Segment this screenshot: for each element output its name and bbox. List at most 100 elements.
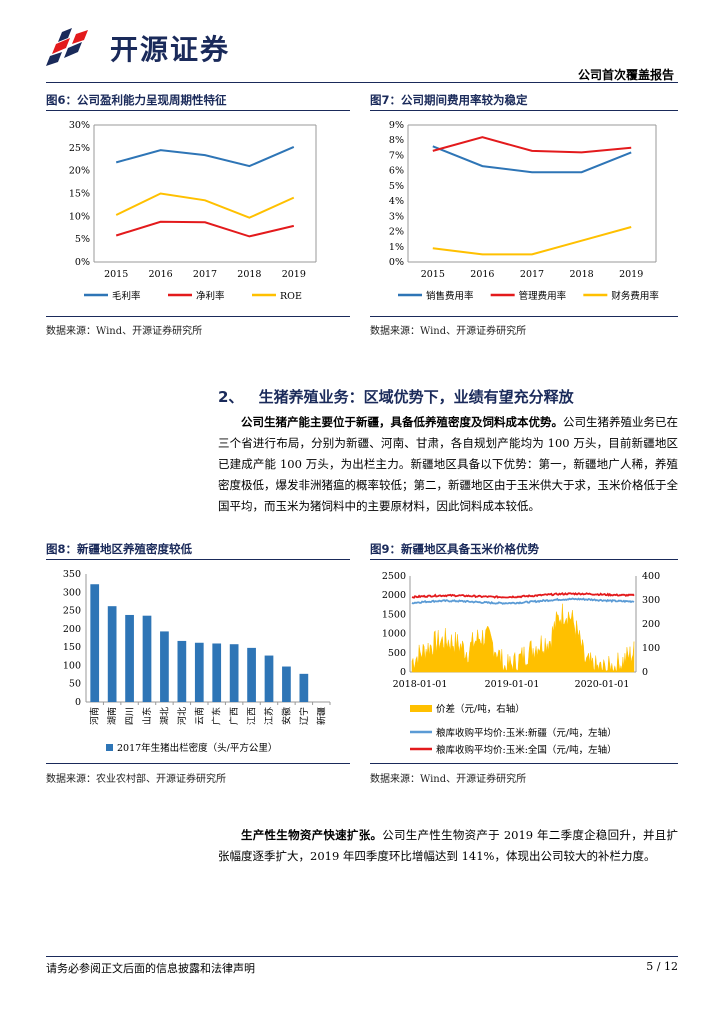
fig9-xtick-label: 2019-01-01	[485, 679, 540, 690]
fig9-chart: 0 500 1000 1500 2000 2500 0 100 200 300 400 2018-01…	[382, 571, 660, 756]
fig7-series-3-line	[432, 226, 632, 256]
fig8-ytick-label: 200	[63, 624, 81, 635]
assets-paragraph: 生产性生物资产快速扩张。公司生产性生物资产于 2019 年二季度企稳回升，并且扩…	[218, 825, 678, 867]
fig9-bottom-rule	[370, 763, 678, 764]
fig9-xtick-label: 2020-01-01	[575, 679, 630, 690]
fig8-bar	[299, 673, 309, 702]
fig8-legend-label: 2017年生猪出栏密度（头/平方公里）	[117, 742, 277, 754]
paragraph-body: 公司生猪养殖业务已在三个省进行布局，分别为新疆、河南、甘肃，各自规划产能均为 1…	[218, 415, 678, 513]
fig7-chart: 0% 1% 2% 3% 4% 5% 6% 7% 8% 9% 2015 2016 2017 2018 2019…	[389, 120, 659, 302]
fig6-series-3-line	[115, 192, 295, 219]
fig6-xtick-label: 2017	[193, 269, 217, 280]
assets-body: 公司生产性生物资产于 2019 年二季度企稳回升，并且扩张幅度逐季扩大，2019…	[218, 828, 679, 863]
fig6-title: 图6：公司盈利能力呈现周期性特征	[46, 93, 227, 107]
fig9-left-tick-label: 2500	[382, 571, 406, 582]
fig8-ytick-label: 0	[75, 697, 81, 708]
fig8-category-label: 广东	[211, 707, 223, 725]
fig9-source: 数据来源：Wind、开源证券研究所	[370, 774, 527, 785]
fig8-bar	[107, 606, 117, 702]
fig6-title-rule	[46, 110, 350, 111]
fig8-bar	[229, 644, 239, 702]
fig8-category-label: 辽宁	[298, 707, 310, 725]
report-type: 公司首次覆盖报告	[577, 68, 674, 82]
fig8-category-label: 四川	[126, 707, 136, 725]
fig9-legend-label: 价差（元/吨，右轴）	[436, 703, 525, 715]
fig8-title: 图8：新疆地区养殖密度较低	[46, 542, 193, 556]
brand-name: 开源证券	[110, 33, 231, 66]
fig9-xinjiang-line	[411, 597, 635, 605]
fig6-legend-label: 毛利率	[112, 290, 141, 302]
fig6-legend-label: ROE	[280, 291, 302, 302]
fig8-category-label: 江苏	[263, 707, 275, 725]
section-heading: 2、 生猪养殖业务：区域优势下，业绩有望充分释放	[218, 386, 574, 407]
fig7-ytick-label: 5%	[389, 181, 404, 192]
fig8-bar	[177, 640, 187, 702]
fig7-legend-label: 销售费用率	[426, 290, 474, 302]
fig6-xtick-label: 2019	[282, 269, 306, 280]
fig9-legend-swatch	[410, 705, 432, 712]
fig8-bar	[160, 631, 169, 702]
fig8-ytick-label: 250	[63, 606, 81, 617]
fig8-bar	[264, 655, 274, 702]
fig9-right-tick-label: 200	[642, 619, 660, 630]
fig9-national-line	[411, 592, 635, 599]
fig7-xtick-label: 2016	[470, 269, 494, 280]
fig6-source: 数据来源：Wind、开源证券研究所	[46, 326, 203, 337]
fig6-xtick-label: 2015	[104, 269, 128, 280]
fig8-bar	[194, 642, 204, 702]
fig6-series-1-line	[115, 145, 295, 168]
fig8-category-label: 江西	[247, 707, 258, 725]
fig6-xtick-label: 2018	[237, 269, 261, 280]
fig6-ytick-label: 25%	[69, 143, 90, 154]
fig6-chart: 0% 5% 10% 15% 20% 25% 30% 2015 2016 2017 2018 2019 毛…	[69, 120, 317, 302]
fig9-spread-area	[411, 603, 635, 673]
fig9-xtick-label: 2018-01-01	[393, 679, 448, 690]
fig9-legend-label: 粮库收购平均价:玉米:新疆（元/吨，左轴）	[436, 727, 617, 739]
fig6-ytick-label: 30%	[69, 120, 90, 131]
fig6-bottom-rule	[46, 316, 350, 317]
fig8-ytick-label: 150	[63, 642, 81, 653]
fig7-xtick-label: 2018	[570, 269, 594, 280]
fig8-category-label: 河南	[89, 707, 101, 725]
fig6-ytick-label: 20%	[69, 166, 90, 177]
fig9-left-tick-label: 500	[388, 648, 406, 659]
fig7-ytick-label: 4%	[389, 196, 404, 207]
fig8-bar	[212, 643, 222, 702]
fig7-title-rule	[370, 110, 678, 111]
fig6-legend-label: 净利率	[196, 290, 225, 302]
header-divider	[46, 82, 678, 83]
footer-disclaimer: 请务必参阅正文后面的信息披露和法律声明	[46, 962, 255, 975]
fig8-category-label: 广西	[228, 707, 240, 725]
fig8-ytick-label: 300	[63, 587, 81, 598]
fig8-bar	[125, 614, 134, 702]
fig6-ytick-label: 0%	[75, 257, 90, 268]
fig7-source: 数据来源：Wind、开源证券研究所	[370, 326, 527, 337]
fig9-right-tick-label: 0	[642, 667, 648, 678]
fig9-left-tick-label: 1000	[382, 629, 406, 640]
fig6-xtick-label: 2016	[149, 269, 173, 280]
fig7-series-2-line	[432, 136, 632, 154]
fig6-series-2-line	[115, 220, 295, 238]
fig6-ytick-label: 5%	[75, 234, 90, 245]
fig7-title: 图7：公司期间费用率较为稳定	[370, 93, 528, 107]
fig8-bar	[247, 647, 256, 702]
fig7-ytick-label: 7%	[389, 150, 404, 161]
fig8-chart: 050100150200250300350河南 湖南 四川 山东 湖北 河北 云南 广东 广西江…	[63, 569, 331, 754]
fig9-title: 图9：新疆地区具备玉米价格优势	[370, 542, 539, 556]
fig7-legend-label: 管理费用率	[519, 290, 567, 302]
fig8-bar	[282, 666, 291, 702]
fig7-legend-label: 财务费用率	[611, 290, 659, 302]
fig9-left-tick-label: 2000	[382, 590, 406, 601]
fig8-category-label: 云南	[193, 707, 205, 725]
fig8-bottom-rule	[46, 763, 350, 764]
fig7-ytick-label: 8%	[389, 135, 404, 146]
fig9-title-rule	[370, 559, 678, 560]
fig8-category-label: 河北	[176, 707, 188, 725]
fig9-right-tick-label: 100	[642, 643, 660, 654]
fig9-left-tick-label: 0	[400, 667, 406, 678]
fig8-title-rule	[46, 559, 350, 560]
paragraph-lead: 公司生猪产能主要位于新疆，具备低养殖密度及饲料成本优势。	[241, 415, 563, 429]
footer-divider	[46, 956, 678, 957]
fig8-bar	[142, 615, 152, 702]
fig9-left-tick-label: 1500	[382, 609, 406, 620]
